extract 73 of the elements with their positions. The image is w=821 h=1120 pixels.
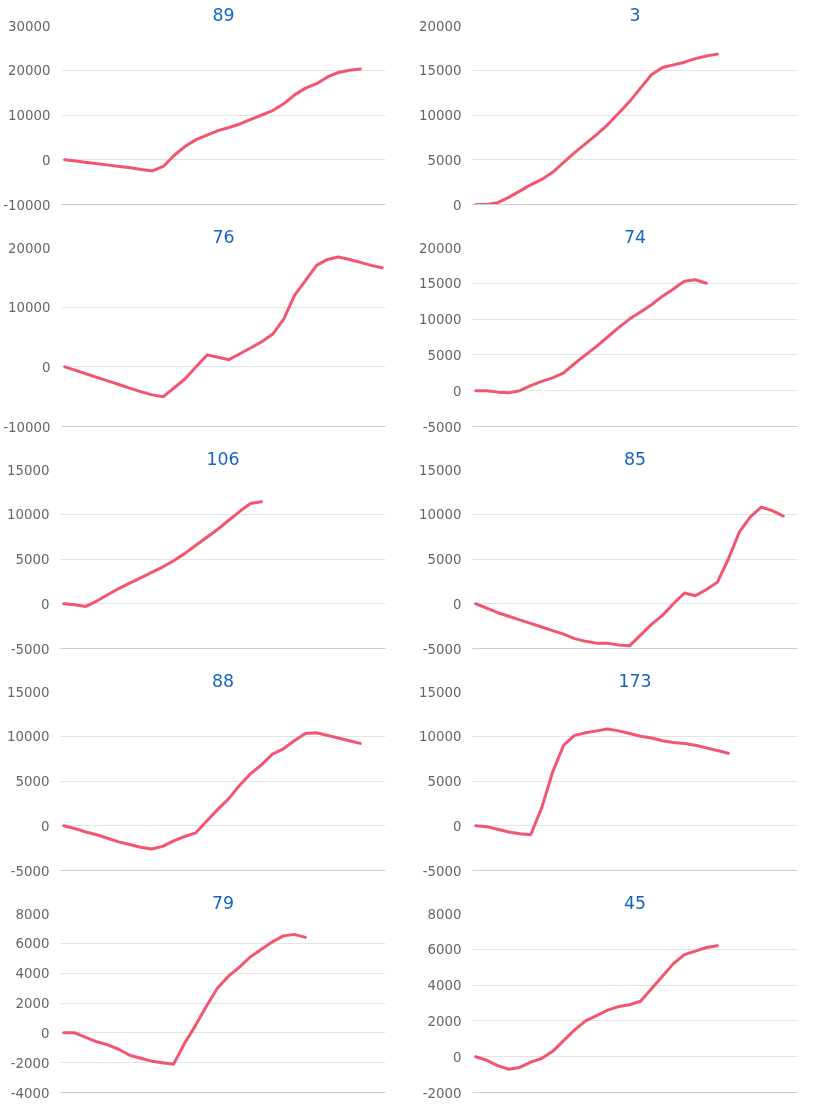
y-tick-label: 20000	[419, 18, 462, 34]
y-tick-label: 10000	[8, 108, 51, 123]
chart-title: 88	[211, 670, 235, 691]
y-tick-label: 8000	[15, 906, 50, 922]
y-tick-label: 15000	[419, 63, 462, 79]
y-tick-label: 4000	[15, 966, 50, 982]
line-series	[63, 67, 362, 173]
chart-title: 106	[206, 448, 240, 469]
y-tick-label: 10000	[419, 729, 462, 745]
y-tick-label: -5000	[422, 419, 462, 435]
y-tick-label: 15000	[419, 276, 462, 292]
chart-title: 74	[623, 226, 647, 247]
y-tick-label: 0	[453, 197, 462, 213]
y-tick-label: 20000	[8, 240, 51, 256]
y-tick-label: -5000	[10, 863, 50, 879]
y-tick-label: 10000	[7, 729, 50, 745]
y-tick-label: 20000	[8, 63, 51, 79]
chart-title: 173	[618, 670, 652, 691]
y-tick-label: -5000	[10, 641, 50, 657]
y-tick-label: 0	[453, 1049, 462, 1065]
line-series	[63, 255, 384, 399]
y-tick-label: -10000	[3, 197, 51, 213]
y-tick-label: 8000	[427, 906, 462, 922]
line-series	[474, 505, 785, 648]
y-tick-label: 5000	[427, 774, 462, 789]
chart-title: 45	[623, 892, 647, 913]
y-tick-label: 0	[41, 1025, 50, 1041]
y-tick-label: 10000	[419, 108, 462, 123]
y-tick-label: 10000	[419, 312, 462, 328]
y-tick-label: 6000	[15, 936, 50, 952]
y-tick-label: 10000	[7, 507, 50, 523]
y-tick-label: 15000	[7, 462, 50, 478]
line-series	[62, 731, 362, 851]
y-tick-label: 0	[42, 152, 51, 168]
y-tick-label: 5000	[427, 347, 462, 363]
y-tick-label: 4000	[427, 978, 462, 994]
y-tick-label: 10000	[419, 507, 462, 523]
chart-title: 79	[211, 892, 235, 913]
y-tick-label: 15000	[419, 684, 462, 700]
y-tick-label: 5000	[15, 552, 50, 567]
y-tick-label: -2000	[10, 1055, 50, 1071]
y-tick-label: 10000	[8, 300, 51, 316]
y-tick-label: -4000	[10, 1085, 50, 1101]
y-tick-label: 5000	[15, 774, 50, 789]
y-tick-label: 0	[41, 818, 50, 834]
y-tick-label: 0	[42, 359, 51, 375]
line-series	[474, 944, 719, 1071]
line-series	[474, 52, 719, 205]
y-tick-label: 15000	[419, 462, 462, 478]
line-series	[474, 727, 730, 837]
chart-title: 76	[212, 226, 235, 247]
y-tick-label: 2000	[427, 1013, 462, 1029]
y-tick-label: 0	[453, 596, 462, 612]
y-tick-label: 0	[41, 596, 50, 612]
y-tick-label: 20000	[419, 240, 462, 256]
line-series	[474, 278, 708, 395]
line-series	[62, 500, 263, 608]
line-series	[62, 932, 307, 1066]
chart-title: 85	[623, 448, 647, 469]
y-tick-label: -5000	[422, 863, 462, 879]
y-tick-label: 0	[453, 818, 462, 834]
chart-title: 89	[212, 4, 235, 25]
chart-title: 3	[629, 4, 641, 25]
y-tick-label: -10000	[3, 419, 51, 435]
y-tick-label: 6000	[427, 942, 462, 958]
y-tick-label: -5000	[422, 641, 462, 657]
y-tick-label: 5000	[427, 552, 462, 567]
y-tick-label: 2000	[15, 996, 50, 1011]
y-tick-label: -2000	[422, 1085, 462, 1101]
y-tick-label: 30000	[8, 18, 51, 34]
y-tick-label: 15000	[7, 684, 50, 700]
y-tick-label: 5000	[427, 152, 462, 168]
y-tick-label: 0	[453, 383, 462, 399]
